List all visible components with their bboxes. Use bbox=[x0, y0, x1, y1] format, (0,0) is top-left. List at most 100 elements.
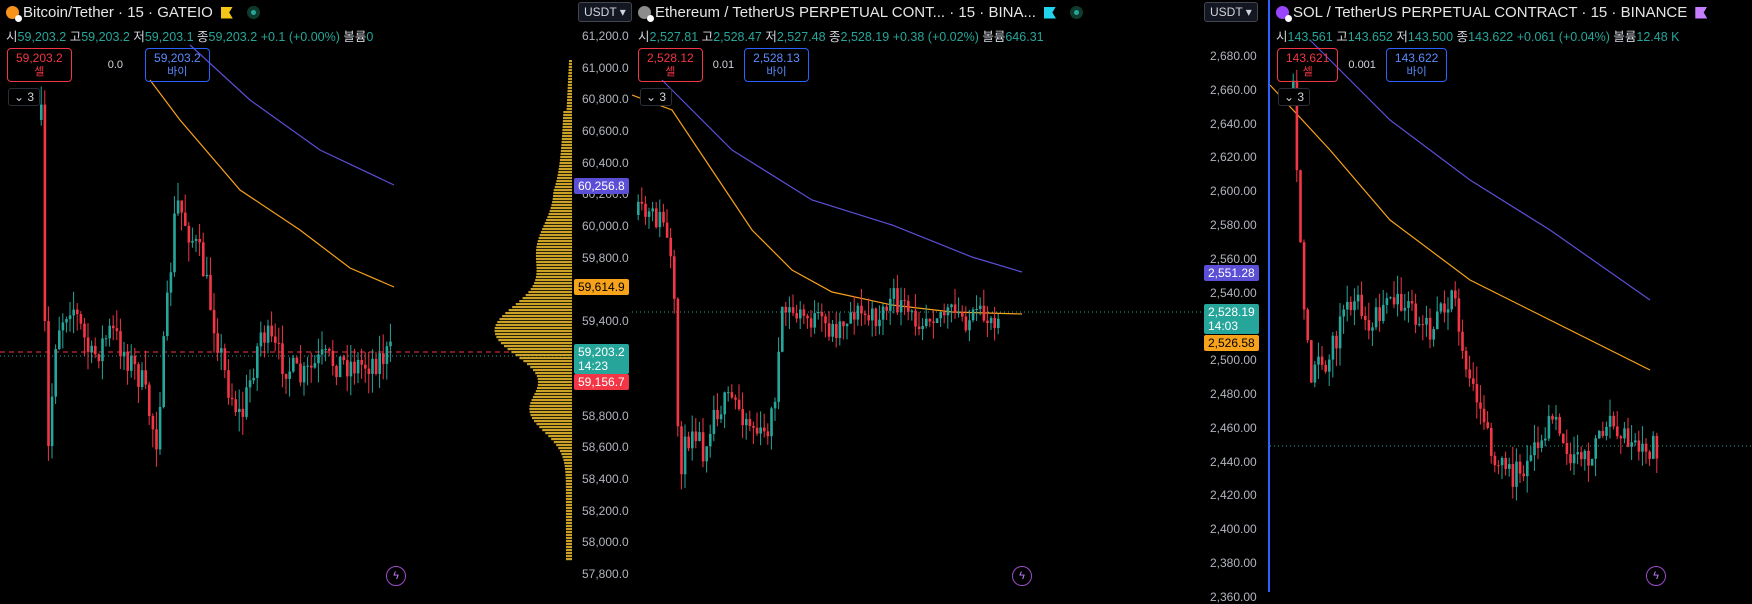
market-status-icon[interactable] bbox=[246, 6, 260, 19]
buy-button[interactable]: 59,203.2 바이 bbox=[145, 48, 210, 82]
indicator-collapse-button[interactable]: ⌄ 3 bbox=[8, 88, 41, 106]
trade-buttons-sol: 143.621 셀 0.001 143.622 바이 bbox=[1277, 48, 1448, 82]
volume-profile-bar bbox=[522, 297, 572, 300]
candlestick-chart-eth[interactable] bbox=[632, 0, 1202, 592]
volume-profile-bar bbox=[537, 378, 572, 381]
flag-icon[interactable] bbox=[1043, 6, 1056, 19]
currency-selector[interactable]: USDT ▾ bbox=[578, 2, 632, 22]
volume-profile-bar bbox=[529, 411, 572, 414]
candle-body bbox=[374, 358, 378, 374]
candle-body bbox=[1626, 428, 1630, 447]
chart-pane-sol[interactable]: SOL / TetherUS PERPETUAL CONTRACT · 15 ·… bbox=[1270, 0, 1752, 592]
candle-body bbox=[270, 325, 273, 337]
volume-profile-bar bbox=[561, 135, 572, 138]
buy-button[interactable]: 143.622 바이 bbox=[1385, 48, 1448, 82]
price-tick-label: 2,600.00 bbox=[1210, 184, 1257, 199]
sell-button[interactable]: 59,203.2 셀 bbox=[7, 48, 72, 82]
candle-body bbox=[1385, 298, 1389, 305]
candle-body bbox=[838, 321, 842, 339]
price-badge: 2,526.58 bbox=[1204, 335, 1259, 351]
candlestick-chart-btc[interactable] bbox=[0, 0, 572, 592]
candle-body bbox=[119, 331, 122, 357]
candle-body bbox=[1313, 364, 1317, 383]
flag-icon[interactable] bbox=[220, 6, 233, 19]
candle-body bbox=[997, 318, 1000, 329]
buy-button[interactable]: 2,528.13 바이 bbox=[744, 48, 809, 82]
volume-profile-bar bbox=[529, 408, 572, 411]
lightning-icon[interactable]: ϟ bbox=[1646, 566, 1666, 586]
candle-body bbox=[385, 346, 389, 364]
volume-profile-bar bbox=[498, 339, 572, 342]
flag-icon[interactable] bbox=[1695, 6, 1708, 19]
volume-profile-bar bbox=[551, 204, 572, 207]
candle-body bbox=[759, 427, 762, 434]
symbol-title-text: SOL / TetherUS PERPETUAL CONTRACT · 15 ·… bbox=[1293, 4, 1688, 21]
volume-profile-bar bbox=[537, 384, 572, 387]
candle-body bbox=[680, 426, 683, 475]
lightning-icon[interactable]: ϟ bbox=[386, 566, 406, 586]
trade-buttons-btc: 59,203.2 셀 0.0 59,203.2 바이 bbox=[7, 48, 210, 82]
candle-body bbox=[777, 351, 780, 402]
volume-profile-bar bbox=[539, 426, 572, 429]
price-tick-label: 2,580.00 bbox=[1210, 218, 1257, 232]
sell-button[interactable]: 143.621 셀 bbox=[1277, 48, 1339, 82]
candle-body bbox=[212, 309, 216, 334]
chart-pane-btc[interactable]: Bitcoin/Tether · 15 · GATEIO 시59,203.2 고… bbox=[0, 0, 572, 592]
volume-profile-bar bbox=[551, 438, 572, 441]
candle-body bbox=[953, 304, 957, 313]
candle-body bbox=[342, 356, 345, 361]
candle-body bbox=[1569, 454, 1572, 464]
price-axis-eth[interactable]: USDT ▾ 2,680.00 2,660.00 2,640.00 2,620.00 2… bbox=[1202, 0, 1268, 604]
candle-body bbox=[802, 309, 806, 316]
candle-body bbox=[727, 392, 730, 394]
candle-body bbox=[860, 305, 863, 314]
candle-body bbox=[885, 306, 888, 311]
candle-body bbox=[982, 305, 986, 321]
candle-body bbox=[928, 318, 932, 322]
chart-pane-eth[interactable]: Ethereum / TetherUS PERPETUAL CONT... · … bbox=[632, 0, 1202, 592]
candle-body bbox=[227, 370, 230, 398]
volume-profile-bar bbox=[558, 171, 572, 174]
candle-body bbox=[1346, 301, 1349, 310]
candle-body bbox=[961, 312, 964, 317]
symbol-title-text: Bitcoin/Tether · 15 · GATEIO bbox=[23, 4, 213, 21]
candle-body bbox=[263, 332, 266, 343]
symbol-title-sol[interactable]: SOL / TetherUS PERPETUAL CONTRACT · 15 ·… bbox=[1276, 4, 1708, 22]
candle-body bbox=[47, 321, 50, 447]
candlestick-chart-sol[interactable] bbox=[1270, 0, 1752, 592]
volume-profile-bar bbox=[557, 177, 572, 180]
volume-profile-bar bbox=[565, 531, 572, 534]
volume-profile-bar bbox=[542, 228, 572, 231]
candle-body bbox=[907, 300, 910, 312]
volume-profile-bar bbox=[534, 282, 572, 285]
lightning-icon[interactable]: ϟ bbox=[1012, 566, 1032, 586]
volume-profile-bar bbox=[562, 129, 572, 132]
volume-profile-bar bbox=[565, 474, 572, 477]
candle-body bbox=[122, 351, 126, 357]
volume-profile-bar bbox=[511, 351, 572, 354]
volume-profile-bar bbox=[507, 348, 572, 351]
volume-profile-bar bbox=[494, 330, 572, 333]
volume-profile-bar bbox=[532, 396, 572, 399]
candle-body bbox=[917, 326, 921, 330]
candle-body bbox=[1414, 303, 1417, 325]
sell-button[interactable]: 2,528.12 셀 bbox=[638, 48, 703, 82]
candle-body bbox=[820, 312, 824, 317]
symbol-title-eth[interactable]: Ethereum / TetherUS PERPETUAL CONT... · … bbox=[638, 4, 1083, 22]
indicator-collapse-button[interactable]: ⌄ 3 bbox=[640, 88, 673, 106]
candle-body bbox=[896, 288, 899, 313]
currency-selector[interactable]: USDT ▾ bbox=[1204, 2, 1258, 22]
price-badge: 2,528.19 14:03 bbox=[1204, 304, 1259, 334]
candle-body bbox=[971, 309, 975, 321]
candle-body bbox=[910, 310, 914, 312]
pane-divider[interactable] bbox=[1268, 0, 1270, 592]
price-tick-label: 2,560.00 bbox=[1210, 251, 1257, 266]
volume-profile-bar bbox=[525, 294, 572, 297]
indicator-collapse-button[interactable]: ⌄ 3 bbox=[1278, 88, 1311, 106]
volume-profile-bar bbox=[565, 498, 572, 501]
market-status-icon[interactable] bbox=[1069, 6, 1083, 19]
price-axis-btc[interactable]: USDT ▾ 61,200.0 61,000.0 60,800.0 60,600.0 6… bbox=[572, 0, 632, 592]
volume-profile-bar bbox=[526, 363, 572, 366]
symbol-title-btc[interactable]: Bitcoin/Tether · 15 · GATEIO bbox=[6, 4, 260, 22]
volume-profile-bar bbox=[567, 87, 572, 90]
